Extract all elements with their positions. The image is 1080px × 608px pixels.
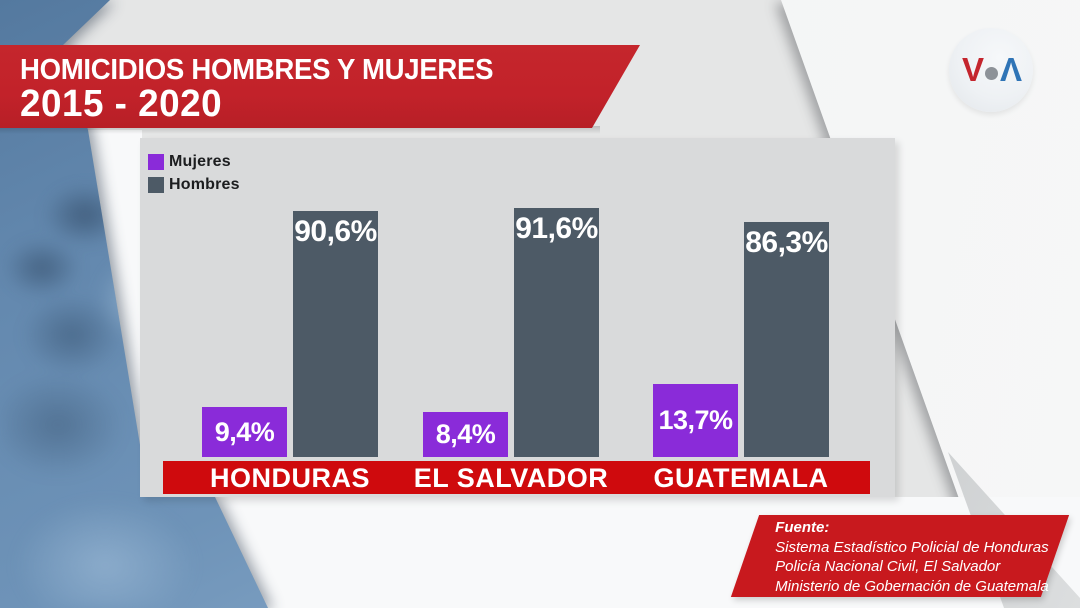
legend-item-hombres: Hombres (148, 173, 240, 196)
source-line: Policía Nacional Civil, El Salvador (775, 558, 1001, 575)
bar-hombres-guatemala: 86,3% (744, 222, 829, 457)
bar-hombres-el-salvador: 91,6% (514, 208, 599, 457)
banner-shadow (0, 126, 600, 134)
source-box: Fuente: Sistema Estadístico Policial de … (730, 515, 1070, 597)
voa-logo-dot-icon (985, 66, 998, 80)
category-label-el-salvador: EL SALVADOR (413, 463, 609, 493)
legend-swatch-mujeres (148, 153, 164, 170)
chart-legend: Mujeres Hombres (148, 150, 240, 196)
legend-label: Hombres (169, 175, 240, 193)
voa-logo-v: V (961, 51, 984, 88)
voa-logo: V Λ (949, 28, 1033, 112)
bar-mujeres-guatemala: 13,7% (653, 384, 738, 457)
legend-item-mujeres: Mujeres (148, 150, 240, 173)
category-label-guatemala: GUATEMALA (653, 463, 829, 493)
legend-label: Mujeres (169, 152, 231, 170)
source-line: Sistema Estadístico Policial de Honduras (775, 538, 1049, 556)
category-label-honduras: HONDURAS (209, 463, 370, 493)
bar-mujeres-honduras: 9,4% (202, 407, 287, 457)
legend-swatch-hombres (148, 176, 164, 193)
source-heading: Fuente: (775, 519, 830, 536)
bar-hombres-honduras: 90,6% (293, 211, 378, 457)
title-banner: HOMICIDIOS HOMBRES Y MUJERES 2015 - 2020 (0, 45, 640, 128)
source-line: Ministerio de Gobernación de Guatemala (775, 577, 1049, 595)
chart-subtitle-years: 2015 - 2020 (20, 83, 223, 125)
chart-title: HOMICIDIOS HOMBRES Y MUJERES (20, 54, 494, 86)
category-axis-band (163, 461, 870, 494)
bar-mujeres-el-salvador: 8,4% (423, 412, 508, 457)
voa-logo-lambda: Λ (1000, 51, 1022, 88)
